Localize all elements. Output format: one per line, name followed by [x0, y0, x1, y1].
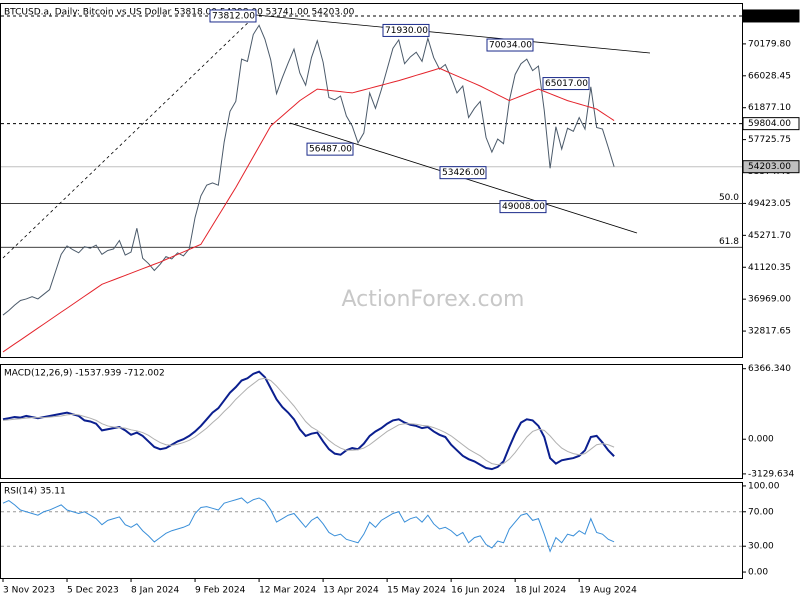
y-tick-label: 36969.00: [748, 295, 791, 305]
annotation-box: [499, 200, 547, 214]
annotation-label: 65017.00: [545, 79, 588, 89]
annotation-label: 71930.00: [385, 26, 428, 36]
y-tick-label: 0.000: [748, 435, 774, 445]
y-tick-label: 0.00: [748, 568, 768, 578]
y-tick-label: 57725.75: [748, 135, 791, 145]
price-box-label: 59804.00: [748, 119, 791, 129]
series-line: [2, 67, 615, 353]
trend-line: [2, 14, 257, 259]
annotation-label: 70034.00: [489, 41, 532, 51]
x-tick-label: 13 Apr 2024: [323, 586, 379, 596]
y-tick-label: -3129.634: [748, 469, 794, 479]
annotation-label: 56487.00: [309, 145, 352, 155]
x-tick-label: 5 Dec 2023: [67, 586, 119, 596]
y-tick-label: 70179.80: [748, 39, 791, 49]
price-box-label: 54203.00: [748, 162, 791, 172]
fib-label: 61.8: [719, 237, 739, 247]
panel-title: MACD(12,26,9) -1537.939 -712.002: [4, 369, 165, 379]
annotation-box: [306, 142, 354, 156]
price-box-label: 73812.00: [748, 11, 791, 21]
annotation-box: [209, 9, 257, 23]
annotation-box: [382, 23, 430, 37]
x-tick-label: 19 Aug 2024: [579, 586, 637, 596]
y-tick-label: 41120.35: [748, 263, 791, 273]
y-tick-label: 32817.65: [748, 327, 791, 337]
macd-panel: [0, 364, 743, 479]
panel-title: RSI(14) 35.11: [4, 487, 66, 497]
x-tick-label: 8 Jan 2024: [131, 586, 179, 596]
trend-line: [255, 14, 651, 54]
panel-title: BTCUSD.a, Daily: Bitcoin vs US Dollar 53…: [4, 8, 355, 18]
x-tick-label: 18 Jul 2024: [515, 586, 566, 596]
price-box: [742, 117, 800, 131]
annotation-label: 53426.00: [442, 168, 485, 178]
rsi-panel: [0, 482, 743, 579]
series-line: [2, 377, 615, 466]
series-line: [2, 370, 615, 471]
annotation-box: [439, 166, 487, 180]
price-box: [742, 160, 800, 174]
annotation-label: 73812.00: [212, 11, 255, 21]
annotation-box: [486, 38, 534, 52]
y-tick-label: 45271.70: [748, 231, 791, 241]
annotation-label: 49008.00: [502, 202, 545, 212]
watermark: ActionForex.com: [342, 287, 525, 312]
y-tick-label: 61877.10: [748, 103, 791, 113]
series-line: [2, 24, 615, 316]
x-tick-label: 12 Mar 2024: [259, 586, 316, 596]
x-tick-label: 16 Jun 2024: [451, 586, 505, 596]
y-tick-label: 49423.05: [748, 199, 791, 209]
y-tick-label: 6366.340: [748, 364, 791, 374]
x-tick-label: 9 Feb 2024: [195, 586, 246, 596]
y-tick-label: 100.00: [748, 481, 780, 491]
y-tick-label: 30.00: [748, 542, 774, 552]
series-line: [2, 497, 615, 553]
price-box: [742, 9, 800, 23]
x-tick-label: 15 May 2024: [387, 586, 446, 596]
price-panel: [0, 3, 743, 358]
y-tick-label: 66028.45: [748, 71, 791, 81]
y-tick-label: 70.00: [748, 507, 774, 517]
x-tick-label: 3 Nov 2023: [3, 586, 55, 596]
fib-label: 50.0: [719, 193, 739, 203]
annotation-box: [542, 77, 590, 91]
